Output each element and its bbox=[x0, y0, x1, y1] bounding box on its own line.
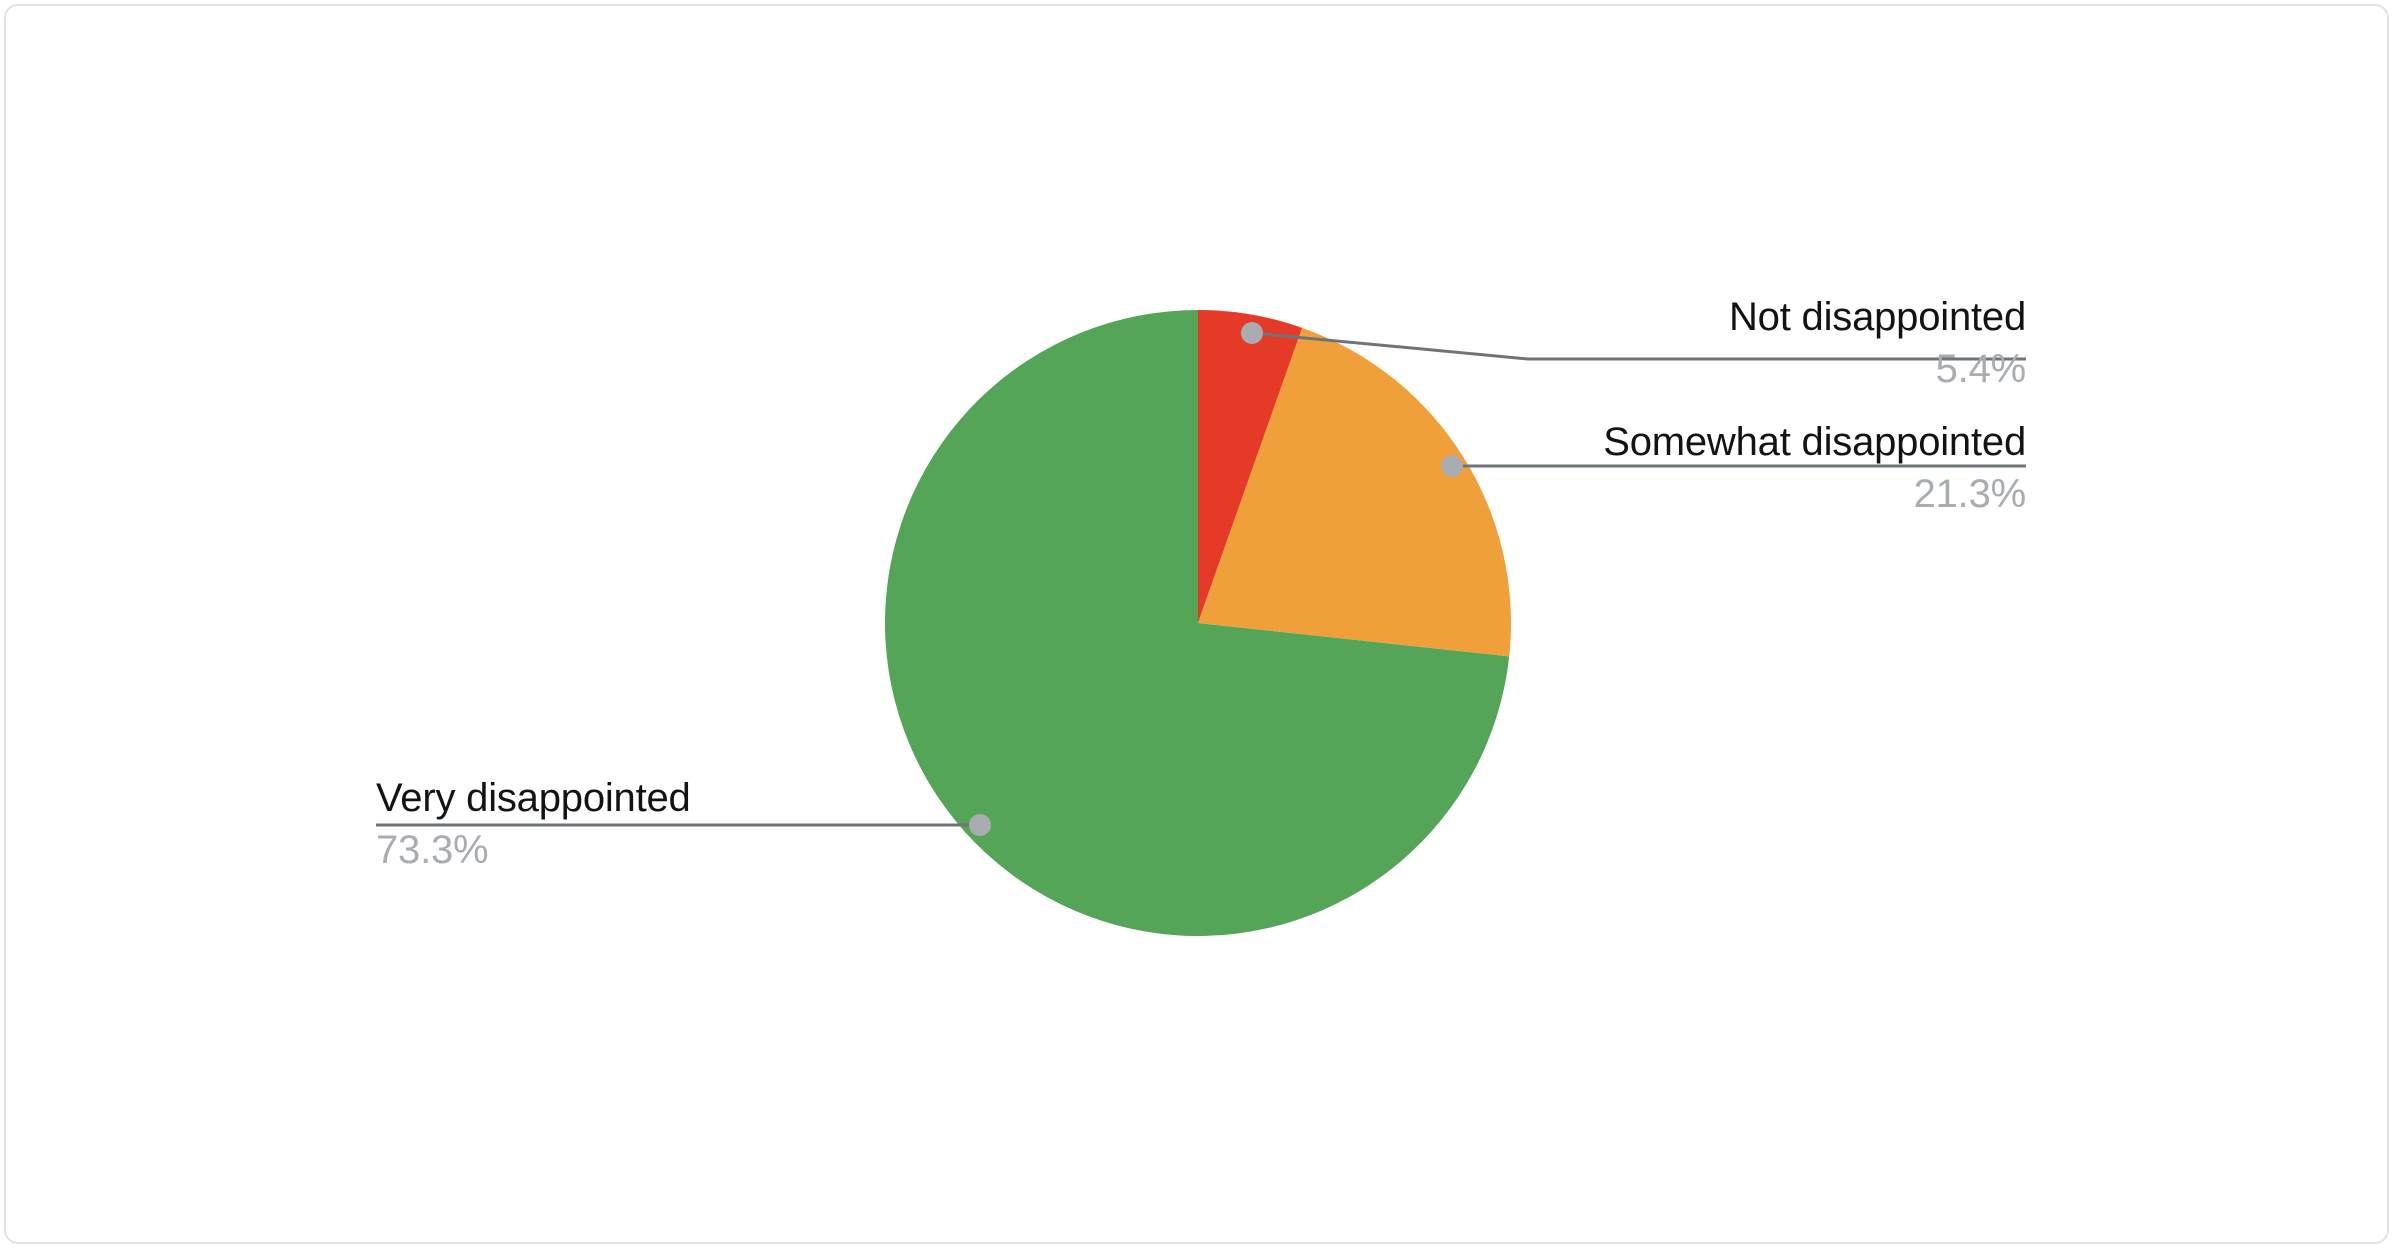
slice-label-percent: 21.3% bbox=[1913, 472, 2027, 516]
slice-label-percent: 73.3% bbox=[376, 828, 489, 872]
pie-slice-somewhat-disappointed[interactable] bbox=[1198, 327, 1512, 657]
leader-dot-not-disappointed bbox=[1241, 322, 1263, 344]
slice-label-not-disappointed[interactable]: Not disappointed 5.4% bbox=[1729, 297, 2026, 389]
slice-label-percent: 5.4% bbox=[1935, 347, 2027, 391]
pie-slice-very-disappointed[interactable] bbox=[885, 310, 1510, 936]
slice-label-name: Very disappointed bbox=[376, 776, 691, 820]
slice-label-name: Not disappointed bbox=[1728, 295, 2026, 339]
slice-label-very-disappointed[interactable]: Very disappointed 73.3% bbox=[376, 778, 691, 870]
slice-label-somewhat-disappointed[interactable]: Somewhat disappointed 21.3% bbox=[1603, 422, 2026, 514]
leader-dot-somewhat-disappointed bbox=[1441, 455, 1463, 477]
pie-slice-not-disappointed[interactable] bbox=[1198, 310, 1303, 623]
leader-line-not-disappointed bbox=[1251, 331, 2026, 361]
slice-label-name: Somewhat disappointed bbox=[1603, 420, 2026, 464]
leader-dot-very-disappointed bbox=[969, 814, 991, 836]
